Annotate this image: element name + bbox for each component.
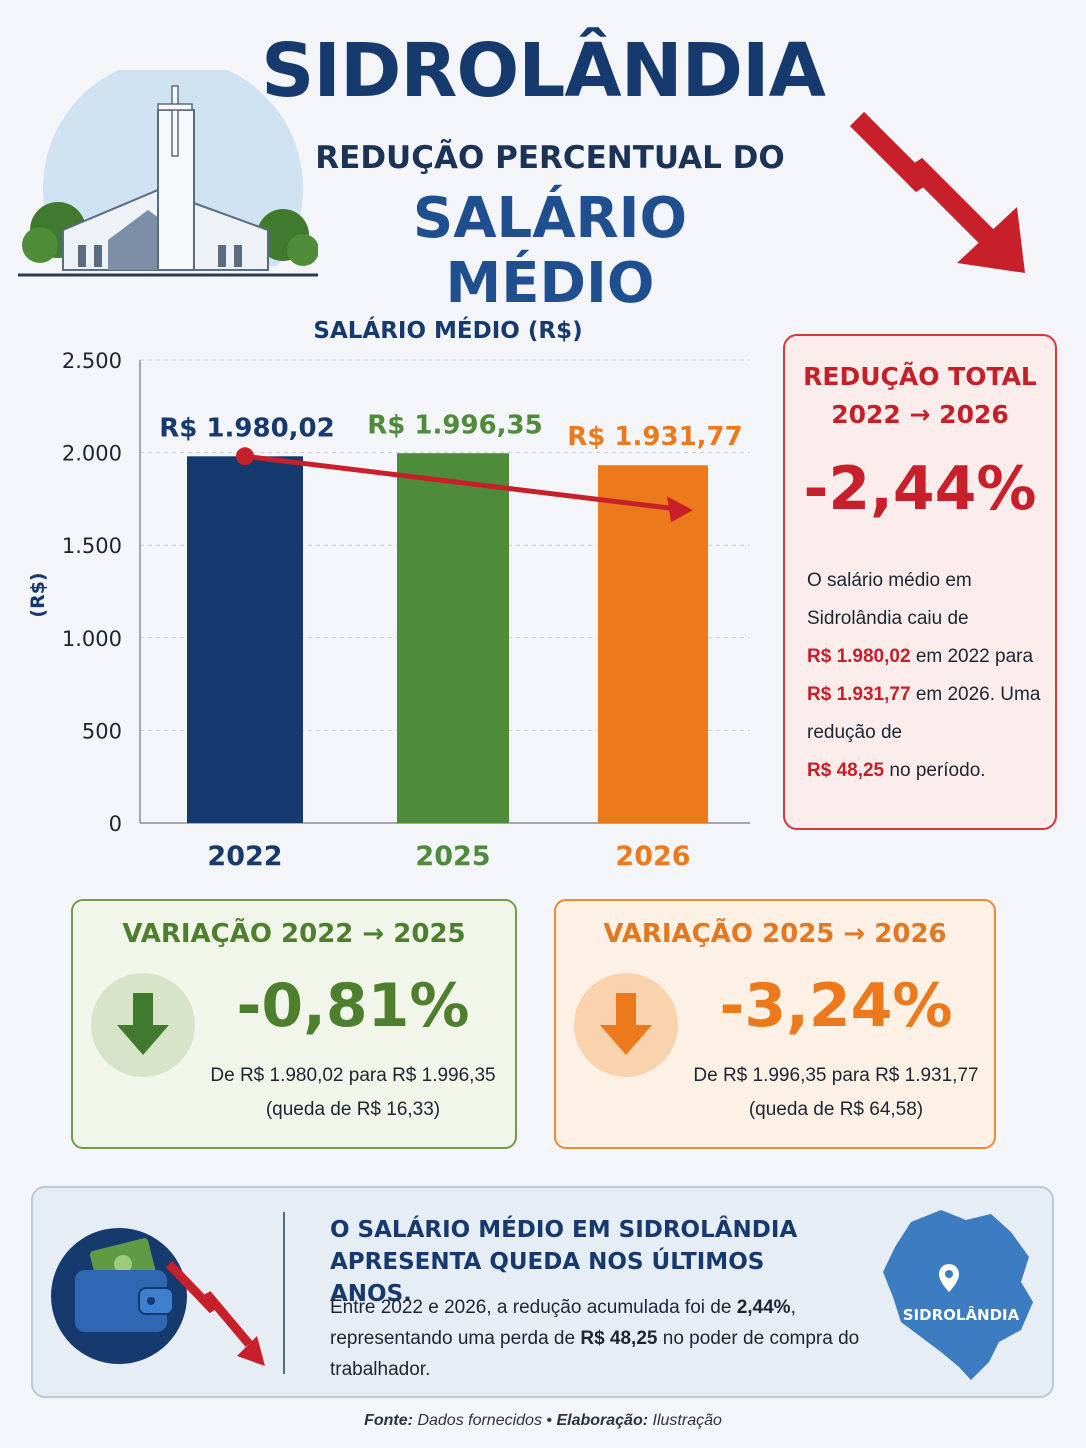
conclusion-value-loss: R$ 48,25 xyxy=(580,1328,658,1349)
conclusion-text-part: , representando uma perda de xyxy=(330,1297,796,1349)
conclusion-text-part: Entre 2022 e 2026, a redução acumulada f… xyxy=(330,1297,732,1318)
desc-value-loss: R$ 48,25 xyxy=(807,760,885,781)
total-reduction-card: REDUÇÃO TOTAL 2022 → 2026 -2,44% O salár… xyxy=(783,334,1057,830)
y-tick-label: 500 xyxy=(82,719,122,743)
divider xyxy=(283,1212,285,1374)
variation-description: De R$ 1.996,35 para R$ 1.931,77 (queda d… xyxy=(666,1059,1006,1127)
footer-source: Fonte: Dados fornecidos • Elaboração: Il… xyxy=(0,1412,1086,1430)
variation-title: VARIAÇÃO 2022 → 2025 xyxy=(122,919,466,949)
y-tick-label: 0 xyxy=(109,812,122,836)
y-tick-label: 2.500 xyxy=(62,349,122,373)
desc-text: no período. xyxy=(889,760,986,781)
church-illustration xyxy=(18,70,318,285)
data-label: R$ 1.980,02 xyxy=(159,413,334,443)
total-title-line2: 2022 → 2026 xyxy=(831,400,1009,429)
variation-2025-2026-card: VARIAÇÃO 2025 → 2026 -3,24% De R$ 1.996,… xyxy=(554,899,996,1149)
arrow-down-icon xyxy=(574,973,678,1077)
map-label: SIDROLÂNDIA xyxy=(903,1305,1020,1324)
page-subtitle-line1: REDUÇÃO PERCENTUAL DO xyxy=(315,140,785,176)
bar-2026 xyxy=(598,465,708,823)
map-icon: SIDROLÂNDIA xyxy=(883,1210,1033,1380)
variation-value: -3,24% xyxy=(719,971,953,1041)
variation-desc-line1: De R$ 1.980,02 para R$ 1.996,35 xyxy=(210,1065,496,1086)
y-tick-label: 1.500 xyxy=(62,534,122,558)
chart-title: SALÁRIO MÉDIO (R$) xyxy=(313,316,582,344)
wallet-icon xyxy=(51,1228,265,1366)
trend-down-arrow-icon xyxy=(849,111,1025,273)
total-reduction-value: -2,44% xyxy=(803,454,1037,524)
variation-title: VARIAÇÃO 2025 → 2026 xyxy=(603,919,947,949)
conclusion-text: Entre 2022 e 2026, a redução acumulada f… xyxy=(330,1292,870,1385)
page-subtitle-line2: SALÁRIO MÉDIO xyxy=(412,186,688,316)
data-label: R$ 1.931,77 xyxy=(567,422,742,452)
conclusion-card: O SALÁRIO MÉDIO EM SIDROLÂNDIA APRESENTA… xyxy=(31,1186,1054,1398)
x-tick-label: 2025 xyxy=(415,841,490,872)
variation-2022-2025-card: VARIAÇÃO 2022 → 2025 -0,81% De R$ 1.980,… xyxy=(71,899,517,1149)
desc-value-2026: R$ 1.931,77 xyxy=(807,684,911,705)
footer-elaboracao-label: Elaboração: xyxy=(556,1412,649,1429)
arrow-down-icon xyxy=(91,973,195,1077)
footer-separator: • xyxy=(546,1412,553,1429)
conclusion-value-percent: 2,44% xyxy=(736,1297,791,1318)
conclusion-heading: O SALÁRIO MÉDIO EM SIDROLÂNDIA APRESENTA… xyxy=(330,1217,798,1307)
footer-fonte-label: Fonte: xyxy=(364,1412,413,1429)
salary-bar-chart: SALÁRIO MÉDIO (R$) (R$) 0 500 1.000 1.500 2.… xyxy=(27,316,750,872)
x-tick-label: 2026 xyxy=(615,841,690,872)
variation-description: De R$ 1.980,02 para R$ 1.996,35 (queda d… xyxy=(183,1059,523,1127)
trend-line xyxy=(244,453,672,511)
variation-desc-line2: (queda de R$ 16,33) xyxy=(265,1099,441,1120)
footer-elaboracao-value: Ilustração xyxy=(652,1412,722,1429)
x-tick-label: 2022 xyxy=(207,841,282,872)
trend-start-dot xyxy=(236,447,254,466)
desc-value-2022: R$ 1.980,02 xyxy=(807,646,911,667)
y-axis-label: (R$) xyxy=(27,572,49,617)
variation-value: -0,81% xyxy=(236,971,470,1041)
bar-2025 xyxy=(397,453,509,823)
trend-arrowhead xyxy=(667,496,693,523)
desc-text: O salário médio em Sidrolândia caiu de xyxy=(807,570,972,629)
y-tick-label: 2.000 xyxy=(62,442,122,466)
page-title: SIDROLÂNDIA xyxy=(261,28,826,114)
conclusion-text-part: no poder de compra do trabalhador. xyxy=(330,1328,860,1380)
footer-fonte-value: Dados fornecidos xyxy=(417,1412,542,1429)
data-label: R$ 1.996,35 xyxy=(367,410,542,440)
variation-desc-line1: De R$ 1.996,35 para R$ 1.931,77 xyxy=(693,1065,979,1086)
total-title-line1: REDUÇÃO TOTAL xyxy=(803,362,1037,391)
y-tick-label: 1.000 xyxy=(62,627,122,651)
variation-desc-line2: (queda de R$ 64,58) xyxy=(748,1099,924,1120)
total-description: O salário médio em Sidrolândia caiu de R… xyxy=(807,562,1057,790)
desc-text: em 2026. Uma redução de xyxy=(807,684,1041,743)
desc-text: em 2022 para xyxy=(915,646,1034,667)
bar-2022 xyxy=(187,456,303,823)
